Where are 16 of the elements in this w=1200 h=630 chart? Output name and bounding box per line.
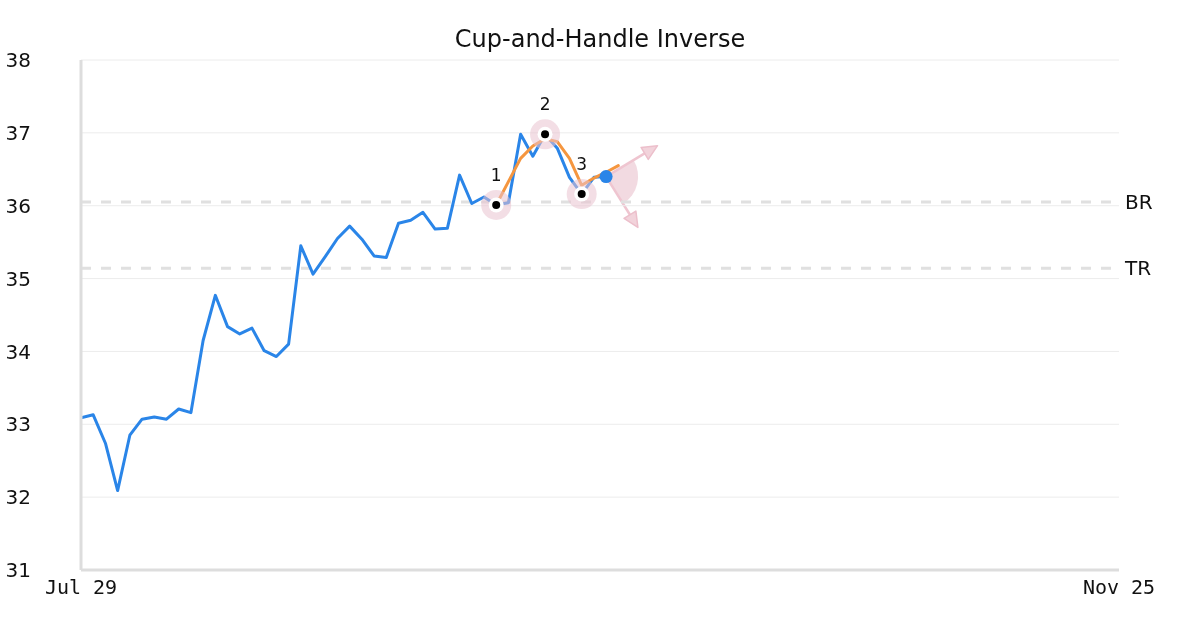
x-tick-label: Jul 29 — [44, 575, 118, 600]
annotation: 1 — [490, 164, 502, 185]
y-tick-label: 31 — [5, 558, 31, 583]
y-tick-label: 36 — [5, 193, 31, 218]
x-tick-label: Nov 25 — [1082, 575, 1156, 600]
y-tick-label: 32 — [5, 485, 31, 510]
y-tick-label: 37 — [5, 120, 31, 145]
y-tick-label: 35 — [5, 266, 31, 291]
annotation: 3 — [576, 154, 588, 175]
ref-line-label: TR — [1124, 256, 1152, 281]
y-tick-label: 33 — [5, 412, 31, 437]
y-tick-label: 34 — [5, 339, 31, 364]
ref-line-label: BR — [1125, 190, 1153, 215]
y-tick-label: 38 — [5, 48, 31, 73]
chart-title: Cup-and-Handle Inverse — [454, 25, 746, 53]
annotation: 2 — [539, 94, 551, 115]
